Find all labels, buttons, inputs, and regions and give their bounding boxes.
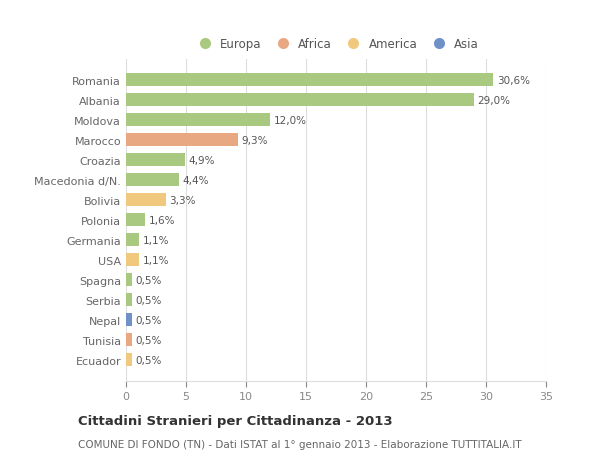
Text: 1,1%: 1,1% <box>143 235 169 245</box>
Text: 0,5%: 0,5% <box>136 335 162 345</box>
Text: 4,4%: 4,4% <box>182 175 209 185</box>
Bar <box>126 214 145 227</box>
Text: 0,5%: 0,5% <box>136 355 162 365</box>
Text: 4,9%: 4,9% <box>188 156 215 166</box>
Text: 9,3%: 9,3% <box>241 135 268 146</box>
Bar <box>126 74 493 87</box>
Text: 3,3%: 3,3% <box>169 196 196 205</box>
Legend: Europa, Africa, America, Asia: Europa, Africa, America, Asia <box>188 34 484 56</box>
Text: 29,0%: 29,0% <box>478 96 511 106</box>
Bar <box>126 334 132 347</box>
Bar <box>126 94 474 107</box>
Text: 1,1%: 1,1% <box>143 255 169 265</box>
Text: 0,5%: 0,5% <box>136 315 162 325</box>
Text: 1,6%: 1,6% <box>149 215 175 225</box>
Bar <box>126 154 185 167</box>
Bar <box>126 194 166 207</box>
Bar <box>126 313 132 326</box>
Text: 30,6%: 30,6% <box>497 76 530 86</box>
Text: 12,0%: 12,0% <box>274 116 307 126</box>
Bar <box>126 353 132 366</box>
Bar <box>126 254 139 267</box>
Bar <box>126 134 238 147</box>
Bar <box>126 294 132 307</box>
Text: 0,5%: 0,5% <box>136 295 162 305</box>
Bar <box>126 274 132 286</box>
Bar <box>126 174 179 187</box>
Bar <box>126 114 270 127</box>
Text: 0,5%: 0,5% <box>136 275 162 285</box>
Text: Cittadini Stranieri per Cittadinanza - 2013: Cittadini Stranieri per Cittadinanza - 2… <box>78 414 392 428</box>
Bar <box>126 234 139 247</box>
Text: COMUNE DI FONDO (TN) - Dati ISTAT al 1° gennaio 2013 - Elaborazione TUTTITALIA.I: COMUNE DI FONDO (TN) - Dati ISTAT al 1° … <box>78 440 521 449</box>
